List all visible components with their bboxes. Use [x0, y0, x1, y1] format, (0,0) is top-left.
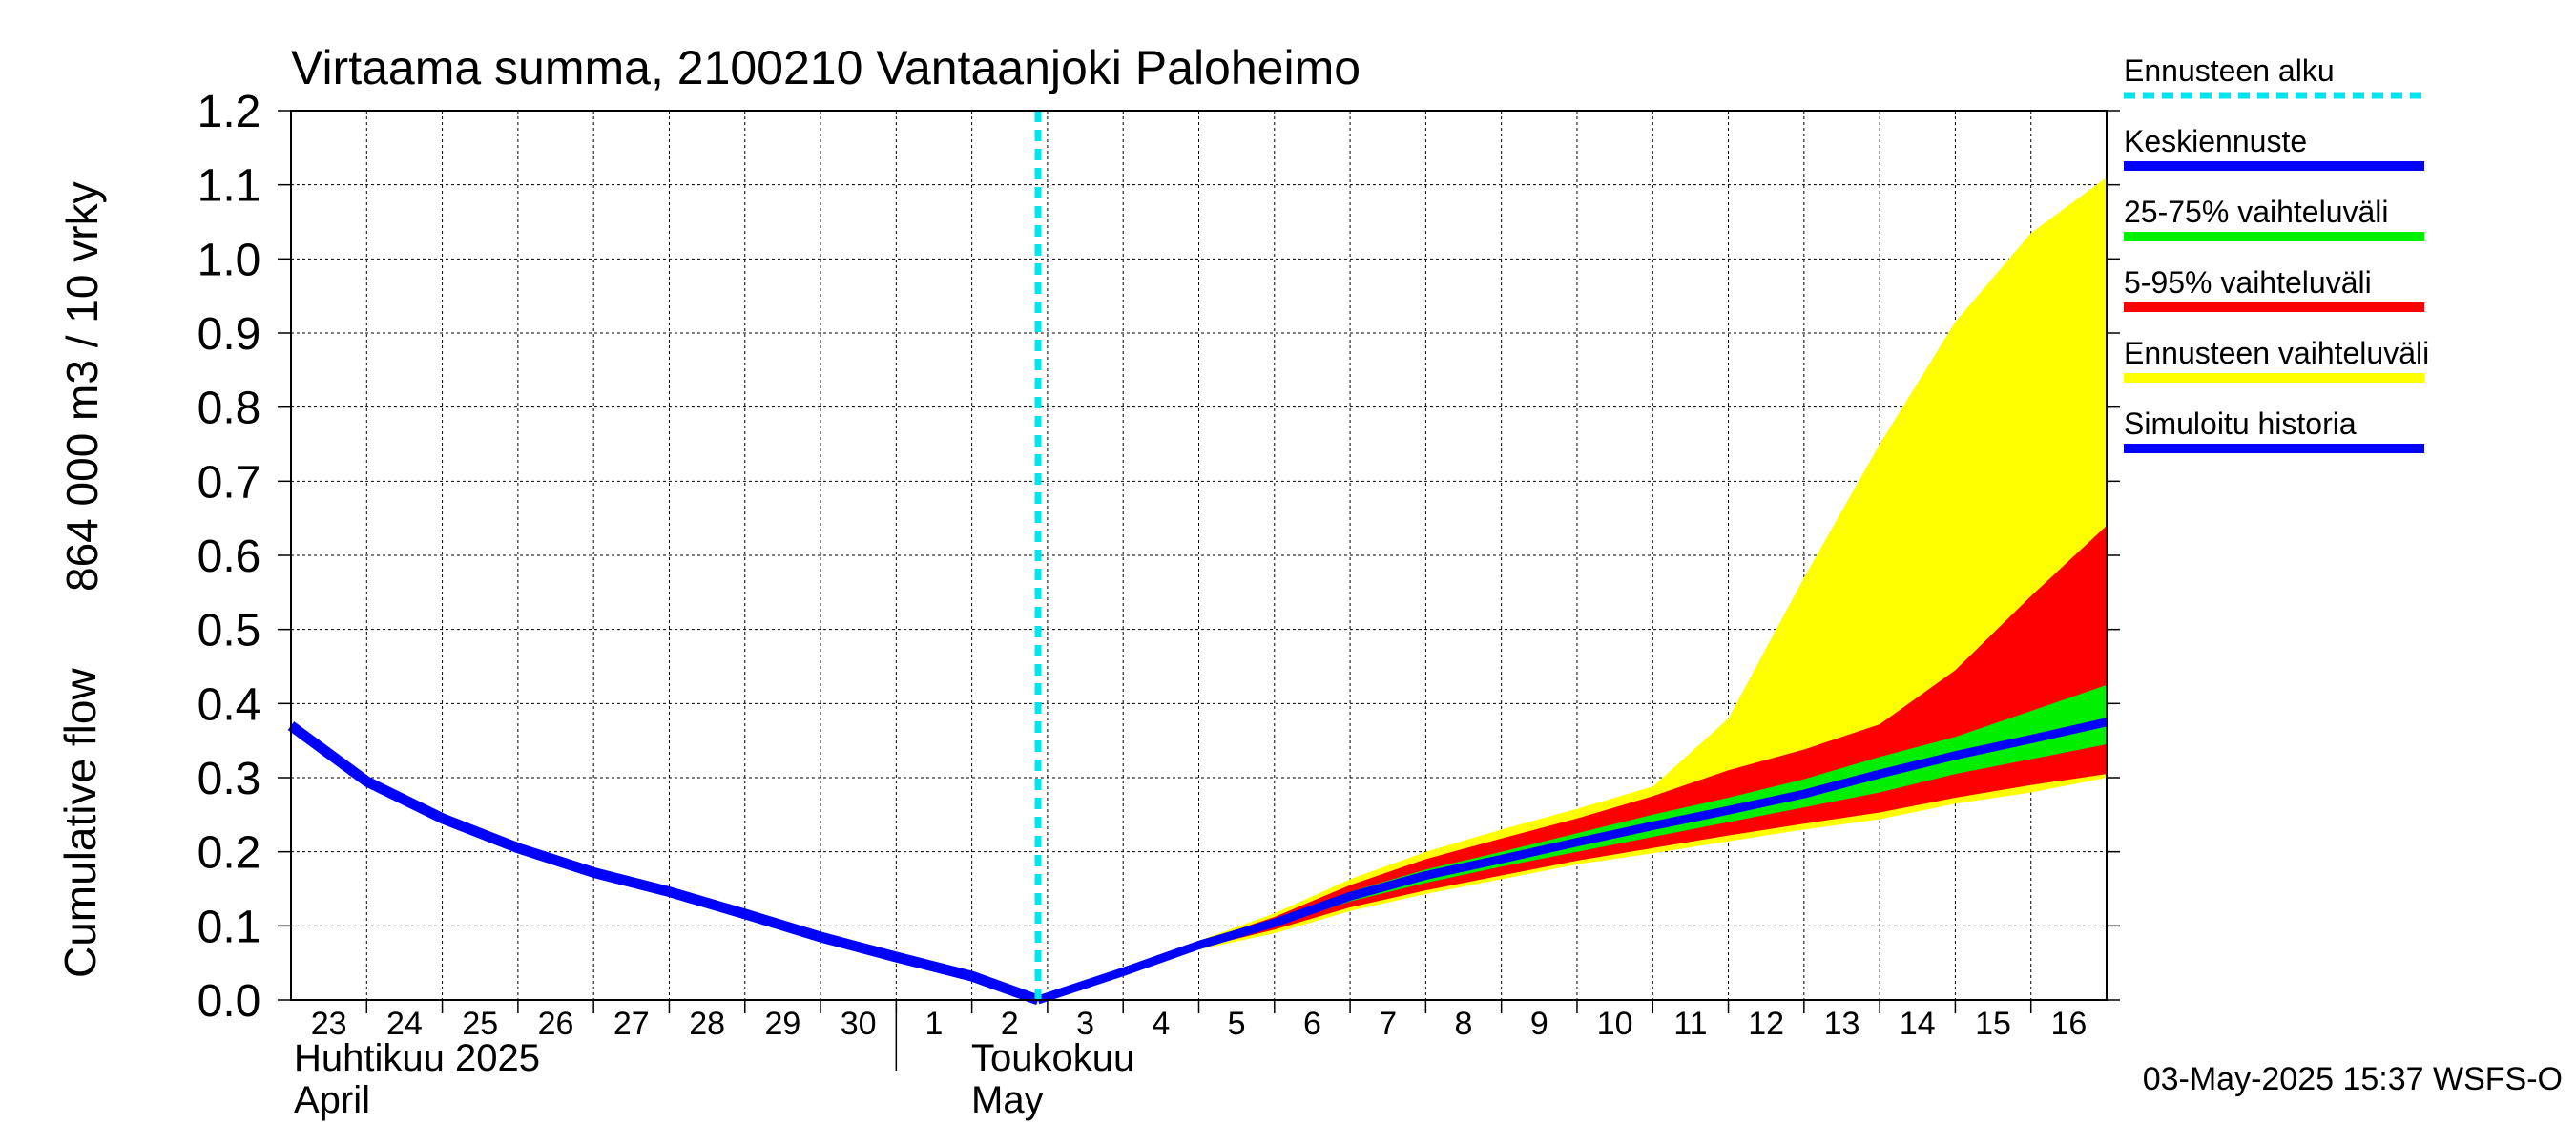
x-tick-label: 27: [613, 1006, 650, 1042]
legend-label: Ennusteen vaihteluväli: [2124, 336, 2429, 370]
month-label-may: Toukokuu: [971, 1037, 1134, 1079]
axis-ticks: 0.0 0.1 0.2 0.3 0.4 0.5 0.6 0.7 0.8 0.9 1.0 1.1 1.2 2…: [197, 87, 2120, 1071]
x-tick-label: 1: [925, 1006, 944, 1042]
x-tick-label: 14: [1900, 1006, 1936, 1042]
x-tick-label: 12: [1748, 1006, 1784, 1042]
legend-label: 25-75% vaihteluväli: [2124, 195, 2389, 229]
legend-label: 5-95% vaihteluväli: [2124, 265, 2372, 300]
y-tick-label: 0.8: [197, 384, 261, 434]
x-tick-label: 13: [1824, 1006, 1860, 1042]
legend-label: Ennusteen alku: [2124, 53, 2335, 88]
x-tick-label: 29: [764, 1006, 800, 1042]
x-tick-label: 16: [2050, 1006, 2087, 1042]
month-label-april: Huhtikuu 2025: [294, 1037, 540, 1079]
simulated-history-line: [287, 721, 1040, 1006]
legend-label: Keskiennuste: [2124, 124, 2307, 158]
x-tick-label: 4: [1152, 1006, 1170, 1042]
x-tick-label: 5: [1228, 1006, 1246, 1042]
x-tick-label: 6: [1303, 1006, 1321, 1042]
x-tick-label: 15: [1975, 1006, 2011, 1042]
y-tick-label: 1.0: [197, 235, 261, 285]
x-tick-label: 11: [1673, 1006, 1707, 1042]
x-tick-label: 3: [1076, 1006, 1094, 1042]
x-tick-label: 30: [841, 1006, 877, 1042]
y-axis-label-unit: 864 000 m3 / 10 vrky: [57, 181, 107, 592]
y-tick-label: 0.3: [197, 754, 261, 804]
x-tick-label: 24: [386, 1006, 423, 1042]
x-tick-label: 9: [1530, 1006, 1548, 1042]
y-tick-label: 0.9: [197, 309, 261, 360]
month-label-april-en: April: [294, 1079, 370, 1121]
y-tick-label: 0.0: [197, 976, 261, 1027]
x-tick-label: 26: [538, 1006, 574, 1042]
month-label-may-en: May: [971, 1079, 1044, 1121]
y-tick-label: 0.7: [197, 457, 261, 508]
series-lines: [287, 111, 2108, 1006]
y-tick-label: 0.1: [197, 902, 261, 952]
y-tick-label: 0.2: [197, 828, 261, 879]
chart-title: Virtaama summa, 2100210 Vantaanjoki Palo…: [291, 41, 1361, 94]
y-tick-label: 0.5: [197, 606, 261, 656]
x-tick-label: 10: [1597, 1006, 1633, 1042]
x-tick-label: 23: [311, 1006, 347, 1042]
x-tick-label: 25: [462, 1006, 498, 1042]
y-tick-label: 0.6: [197, 531, 261, 582]
x-tick-label: 7: [1379, 1006, 1397, 1042]
x-tick-label: 2: [1001, 1006, 1019, 1042]
legend: Ennusteen alku Keskiennuste 25-75% vaihtel…: [2124, 53, 2429, 453]
y-tick-label: 1.2: [197, 87, 261, 137]
x-tick-label: 8: [1455, 1006, 1473, 1042]
y-tick-label: 0.4: [197, 679, 261, 730]
y-tick-label: 1.1: [197, 161, 261, 212]
timestamp: 03-May-2025 15:37 WSFS-O: [2143, 1061, 2563, 1097]
median-forecast-line: [1036, 718, 2108, 1005]
legend-label: Simuloitu historia: [2124, 406, 2357, 441]
x-tick-label: 28: [689, 1006, 725, 1042]
y-axis-label: Cumulative flow: [55, 668, 105, 978]
